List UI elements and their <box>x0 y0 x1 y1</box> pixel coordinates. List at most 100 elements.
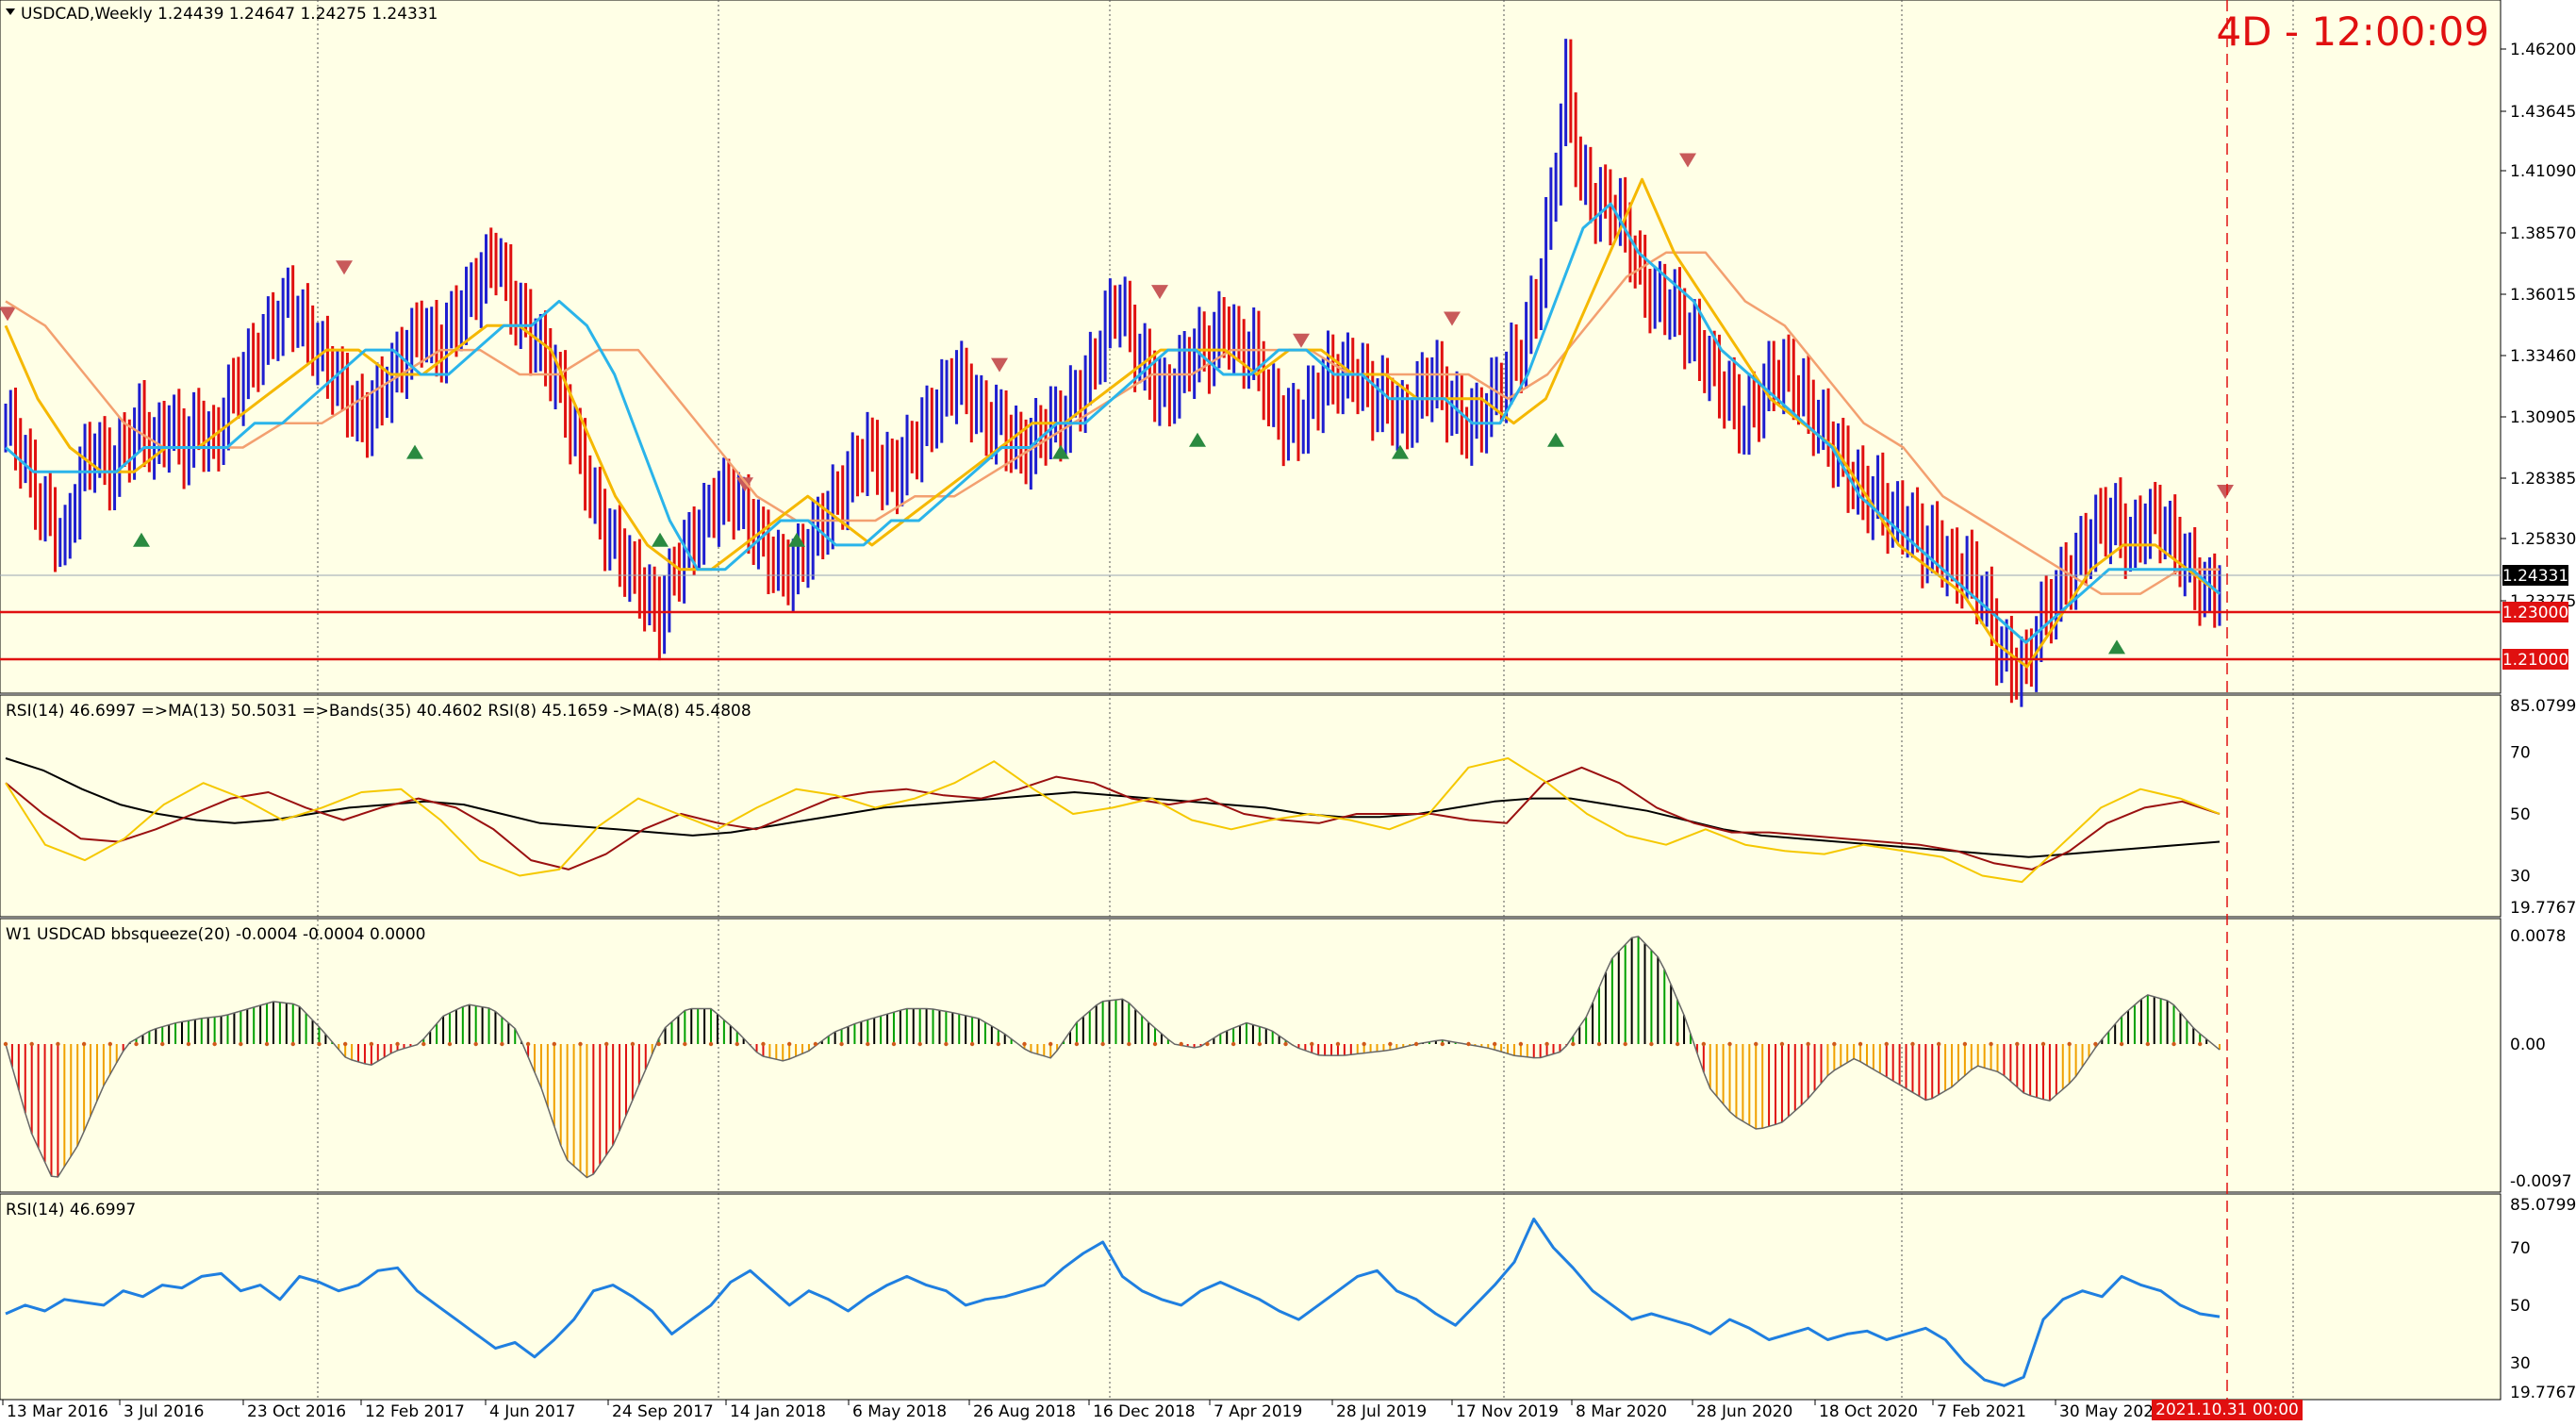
bbs-dot-312 <box>2040 1041 2046 1047</box>
fractal-arrow-4 <box>652 532 669 547</box>
bbs-dot-304 <box>1989 1041 1993 1047</box>
main-tick-label-6: 1.30905 <box>2510 408 2576 427</box>
countdown-timer: 4D - 12:00:09 <box>2216 8 2489 55</box>
level-tag-2: 1.21000 <box>2502 649 2568 670</box>
price-panel <box>0 0 2502 694</box>
bbs-dot-296 <box>1936 1041 1941 1047</box>
fractal-arrow-1 <box>133 532 150 547</box>
bbs-dot-100 <box>656 1041 661 1047</box>
x-axis-labels: 13 Mar 2016 3 Jul 2016 23 Oct 2016 12 Feb 2… <box>2 1400 2154 1421</box>
bbs-dot-88 <box>578 1041 583 1047</box>
rsi2-tick-label-3: 30 <box>2510 1354 2531 1373</box>
bbs-dot-112 <box>735 1041 739 1047</box>
bbs-dot-272 <box>1779 1041 1785 1047</box>
bbs-dot-104 <box>683 1041 687 1047</box>
bbs-dot-116 <box>761 1041 766 1047</box>
current-time-tag: 2021.10.31 00:00 <box>2152 1400 2303 1420</box>
main-tick-label-5: 1.33460 <box>2510 347 2576 366</box>
fractal-arrow-7 <box>991 357 1008 373</box>
rsi-tick-label-3: 30 <box>2510 867 2531 886</box>
bbs-dot-16 <box>107 1041 113 1047</box>
bbs-dot-332 <box>2171 1041 2176 1047</box>
rsi-tick-label-4: 19.7767 <box>2510 899 2576 918</box>
main-tick-label-7: 1.28385 <box>2510 470 2576 489</box>
bbs-dot-316 <box>2067 1041 2072 1047</box>
bbs-dot-256 <box>1675 1041 1680 1047</box>
bbs-dot-224 <box>1466 1041 1471 1047</box>
bbs-dot-208 <box>1362 1041 1366 1047</box>
horizontal-levels <box>0 574 2501 661</box>
x-tick-label-5: 24 Sep 2017 <box>612 1402 714 1421</box>
fractal-arrow-0 <box>0 307 16 322</box>
x-tick-label-12: 17 Nov 2019 <box>1456 1402 1559 1421</box>
x-tick-label-13: 8 Mar 2020 <box>1576 1402 1667 1421</box>
bbs-dot-236 <box>1544 1041 1549 1047</box>
bbs-dot-288 <box>1884 1041 1889 1047</box>
bbs-dot-64 <box>421 1041 426 1047</box>
rsi-tick-label-1: 70 <box>2510 743 2531 762</box>
main-tick-label-4: 1.36015 <box>2510 286 2576 305</box>
fractal-arrow-15 <box>1679 153 1696 168</box>
fractal-arrow-17 <box>2217 485 2234 500</box>
x-tick-label-6: 14 Jan 2018 <box>730 1402 826 1421</box>
y-axis-labels: 1.46200 1.43645 1.41090 1.38570 1.36015 1.334… <box>2501 41 2576 1402</box>
price-bars <box>0 39 2234 707</box>
bbs-dot-72 <box>473 1041 478 1047</box>
x-tick-label-1: 3 Jul 2016 <box>124 1402 204 1421</box>
bbs-dot-184 <box>1205 1041 1210 1047</box>
bbs-dot-320 <box>2093 1041 2098 1047</box>
x-tick-label-17: 30 May 202 <box>2059 1402 2154 1421</box>
main-tick-label-8: 1.25830 <box>2510 530 2576 549</box>
current-price-label: 1.24331 <box>2502 567 2568 586</box>
fractal-arrow-2 <box>336 260 353 275</box>
rsi-series-2 <box>5 757 2221 884</box>
bbs-dot-164 <box>1074 1041 1080 1047</box>
fractal-arrow-8 <box>1052 444 1069 459</box>
bbs-dot-300 <box>1962 1041 1968 1047</box>
rsi-tick-label-2: 50 <box>2510 805 2531 824</box>
bbs-dot-148 <box>969 1041 975 1047</box>
bbs-dot-324 <box>2119 1041 2124 1047</box>
bbs-dot-252 <box>1649 1041 1654 1047</box>
bbs-dot-92 <box>604 1041 609 1047</box>
bbs-dot-152 <box>996 1041 1000 1047</box>
bbs-dot-24 <box>160 1041 165 1047</box>
rsi-main-line <box>5 1218 2221 1387</box>
bbs-tick-label-1: 0.00 <box>2510 1036 2546 1054</box>
bbs-tick-label-2: -0.0097 <box>2510 1172 2572 1191</box>
x-tick-label-0: 13 Mar 2016 <box>7 1402 108 1421</box>
rsi2-tick-label-0: 85.0799 <box>2510 1196 2576 1215</box>
rsi2-tick-label-4: 19.7767 <box>2510 1384 2576 1402</box>
bbs-dot-32 <box>212 1041 217 1047</box>
fractal-arrow-3 <box>406 444 423 459</box>
bbs-dot-136 <box>891 1041 897 1047</box>
bbs-dot-176 <box>1152 1041 1158 1047</box>
bbs-dot-180 <box>1179 1041 1183 1047</box>
x-tick-label-8: 26 Aug 2018 <box>973 1402 1076 1421</box>
bbs-dot-76 <box>500 1041 504 1047</box>
bbs-dot-128 <box>839 1041 844 1047</box>
x-tick-label-14: 28 Jun 2020 <box>1696 1402 1792 1421</box>
bbs-dot-156 <box>1022 1041 1027 1047</box>
dropdown-triangle-icon[interactable] <box>6 8 15 15</box>
bbs-dot-48 <box>317 1041 322 1047</box>
rsi-series-0 <box>5 757 2221 858</box>
fractal-arrow-14 <box>1547 432 1564 447</box>
fractal-arrow-11 <box>1293 333 1310 348</box>
bbs-dot-84 <box>552 1041 557 1047</box>
rsi2-tick-label-1: 70 <box>2510 1239 2531 1258</box>
rsi2-tick-label-2: 50 <box>2510 1297 2531 1316</box>
bbs-dot-232 <box>1518 1041 1524 1047</box>
x-tick-label-11: 28 Jul 2019 <box>1336 1402 1427 1421</box>
bbs-dot-140 <box>917 1041 922 1047</box>
bbs-dot-60 <box>395 1041 400 1047</box>
level-tag-1: 1.23000 <box>2502 602 2568 622</box>
bbs-dot-228 <box>1492 1041 1497 1047</box>
bbs-dot-328 <box>2145 1041 2151 1047</box>
bbs-dot-56 <box>369 1041 374 1047</box>
fractal-arrow-6 <box>788 532 805 547</box>
bbsqueeze-panel <box>0 918 2502 1193</box>
bbs-dot-68 <box>447 1041 453 1047</box>
